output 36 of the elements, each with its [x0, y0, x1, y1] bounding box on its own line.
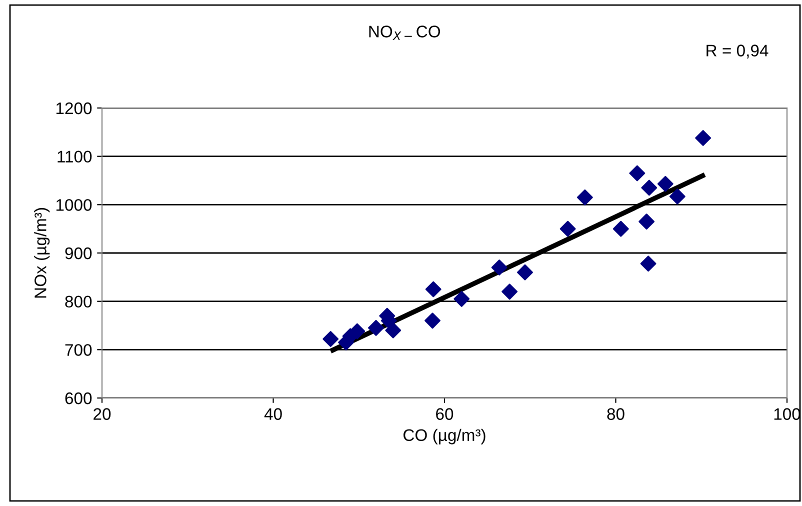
y-tick-label: 800	[65, 296, 92, 308]
point	[322, 331, 339, 348]
point	[425, 281, 442, 298]
chart-title: NO$_{X−}$CO	[369, 26, 440, 40]
point	[669, 188, 686, 204]
y-tick-label: 600	[65, 392, 92, 404]
x-tick-label: 60	[436, 408, 454, 420]
x-tick-label: 80	[607, 408, 624, 420]
point	[424, 312, 440, 329]
text: R = 0,94	[706, 44, 768, 58]
point	[641, 180, 658, 196]
point	[657, 176, 674, 192]
point	[695, 130, 712, 146]
point	[349, 323, 366, 340]
point	[368, 320, 384, 336]
point	[385, 322, 402, 338]
y-axis-title: NOx (µg/m³)	[34, 208, 50, 298]
x-tick-label: 20	[94, 408, 111, 420]
x-tick-label: 100	[774, 408, 800, 420]
point	[629, 165, 646, 182]
point	[560, 220, 576, 237]
y-tick-label: 700	[65, 344, 92, 356]
y-tick-label: 1100	[58, 150, 92, 163]
point	[638, 214, 655, 230]
y-tick-label: 1200	[56, 102, 92, 114]
x-tick-label: 40	[264, 408, 282, 420]
point	[491, 260, 508, 276]
point	[640, 256, 656, 272]
point	[517, 264, 533, 280]
point	[612, 220, 629, 237]
point	[576, 189, 593, 206]
y-tick-label: 900	[65, 247, 92, 260]
x-axis-title: CO (µg/m³)	[404, 428, 486, 444]
point	[454, 290, 470, 307]
y-tick-label: 1000	[56, 199, 92, 211]
point	[502, 284, 518, 300]
